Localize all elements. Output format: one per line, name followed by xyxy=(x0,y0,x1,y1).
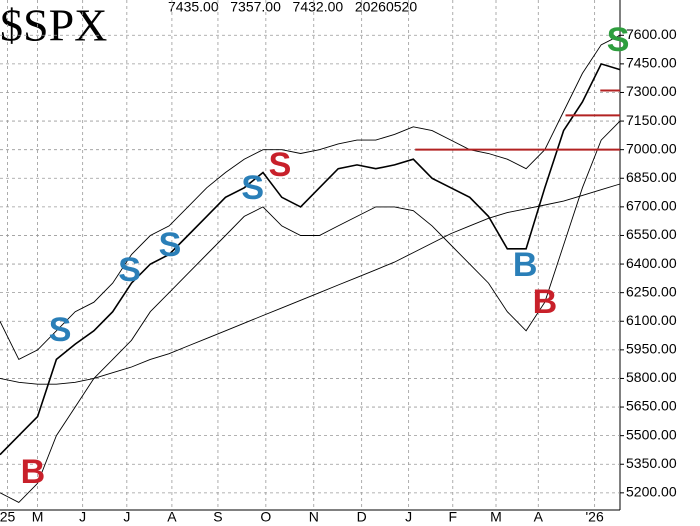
signal-label: S xyxy=(118,251,141,289)
x-tick-label: D xyxy=(357,509,367,525)
y-tick-label: 5950.00 xyxy=(626,341,677,357)
x-tick-label: J xyxy=(79,509,86,525)
y-tick-label: 5500.00 xyxy=(626,426,677,442)
y-tick-label: 7150.00 xyxy=(626,112,677,128)
x-tick-label: J xyxy=(123,509,130,525)
y-tick-label: 7300.00 xyxy=(626,83,677,99)
subtitle: 7435.00 7357.00 7432.00 20260520 xyxy=(168,0,417,15)
x-tick-label: 25 xyxy=(0,509,16,525)
y-tick-label: 5200.00 xyxy=(626,484,677,500)
indicator-line xyxy=(0,183,621,385)
x-tick-label: O xyxy=(260,509,271,525)
indicator-line xyxy=(0,120,621,503)
signal-label: B xyxy=(21,453,46,491)
x-tick-label: F xyxy=(449,509,458,525)
x-tick-label: A xyxy=(534,509,544,525)
y-tick-label: 6250.00 xyxy=(626,283,677,299)
y-tick-label: 5650.00 xyxy=(626,398,677,414)
x-tick-label: M xyxy=(32,509,44,525)
x-tick-label: '26 xyxy=(586,509,604,525)
y-tick-label: 5800.00 xyxy=(626,369,677,385)
y-tick-label: 6850.00 xyxy=(626,169,677,185)
x-tick-label: A xyxy=(167,509,177,525)
y-tick-label: 7000.00 xyxy=(626,140,677,156)
signal-label: S xyxy=(241,169,264,207)
indicator-line xyxy=(0,34,621,361)
signal-label: S xyxy=(269,146,292,184)
signal-label: B xyxy=(513,246,538,284)
y-tick-label: 6700.00 xyxy=(626,198,677,214)
signal-label: S xyxy=(159,226,182,264)
price-line xyxy=(0,62,621,456)
x-tick-label: M xyxy=(490,509,502,525)
x-tick-label: J xyxy=(405,509,412,525)
signal-label: S xyxy=(49,311,72,349)
y-tick-label: 6400.00 xyxy=(626,255,677,271)
y-tick-label: 5350.00 xyxy=(626,455,677,471)
y-tick-label: 6100.00 xyxy=(626,312,677,328)
chart-title: $SPX xyxy=(0,0,107,51)
x-tick-label: S xyxy=(213,509,222,525)
y-tick-label: 7600.00 xyxy=(626,26,677,42)
signal-label: B xyxy=(533,283,558,321)
y-tick-label: 7450.00 xyxy=(626,55,677,71)
y-tick-label: 6550.00 xyxy=(626,226,677,242)
signal-label: S xyxy=(607,21,630,59)
x-tick-label: N xyxy=(309,509,319,525)
